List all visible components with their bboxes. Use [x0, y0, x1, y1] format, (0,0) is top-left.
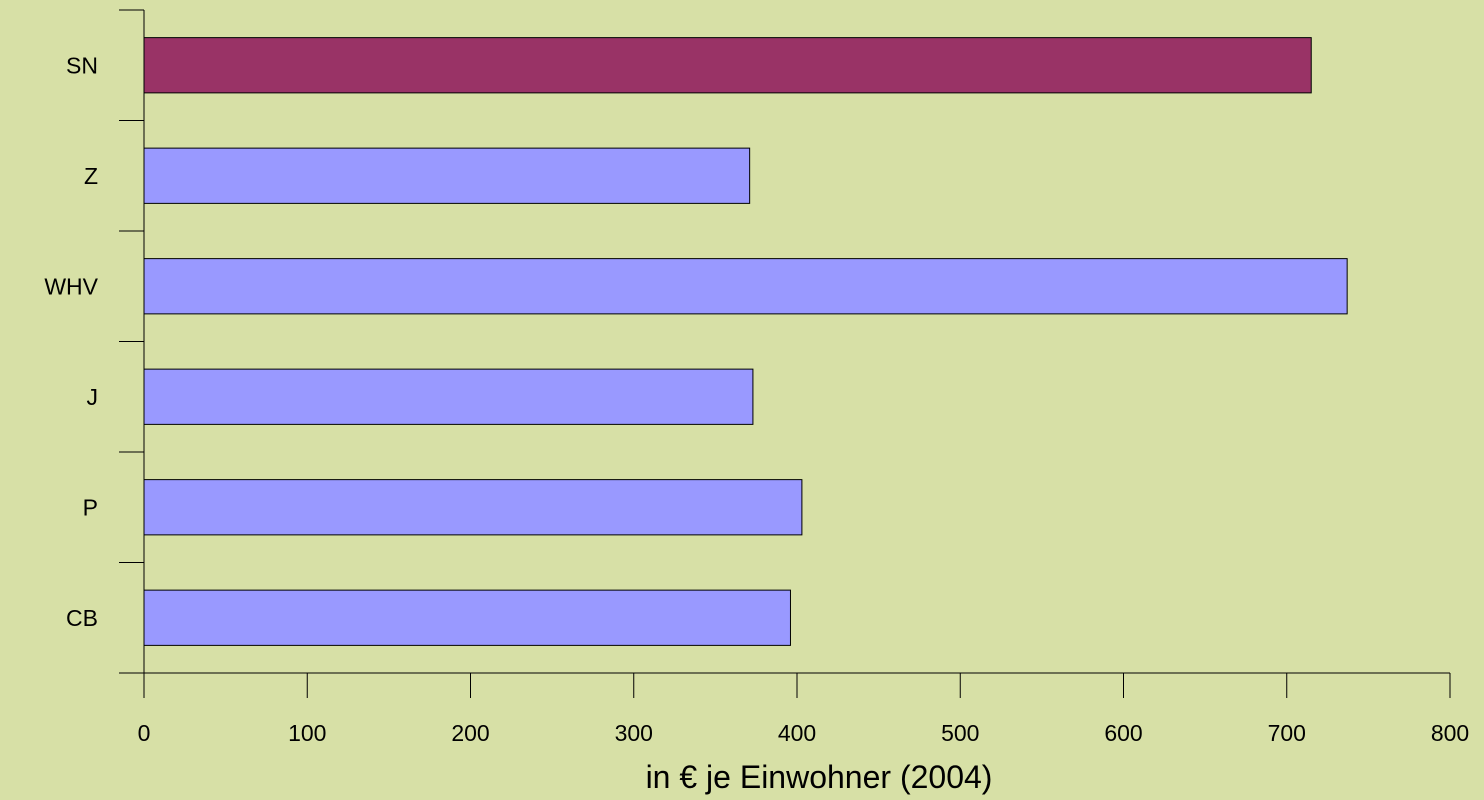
x-ticks: 0 100 200 300 400 500 600 700 800 — [138, 673, 1469, 746]
bar-whv — [143, 258, 1348, 315]
x-tick-label: 0 — [138, 720, 151, 746]
x-tick-label: 300 — [615, 720, 653, 746]
x-tick-label: 600 — [1104, 720, 1142, 746]
category-labels: SN Z WHV J P CB — [44, 9, 144, 674]
bar-cb — [143, 589, 791, 646]
axes-group — [143, 10, 1450, 674]
category-label-cb: CB — [66, 605, 98, 631]
x-axis-title: in € je Einwohner (2004) — [646, 759, 993, 795]
x-tick-label: 100 — [288, 720, 326, 746]
category-label-j: J — [87, 384, 99, 410]
bar-z — [143, 147, 751, 204]
category-label-whv: WHV — [44, 273, 98, 299]
category-label-p: P — [83, 494, 98, 520]
x-tick-label: 800 — [1431, 720, 1469, 746]
bars-group — [143, 37, 1348, 646]
bar-p — [143, 479, 803, 536]
bar-sn — [143, 37, 1312, 94]
x-tick-label: 200 — [451, 720, 489, 746]
x-tick-label: 500 — [941, 720, 979, 746]
bar-j — [143, 368, 754, 425]
category-label-z: Z — [84, 163, 98, 189]
x-tick-label: 400 — [778, 720, 816, 746]
x-tick-label: 700 — [1268, 720, 1306, 746]
category-label-sn: SN — [66, 52, 98, 78]
